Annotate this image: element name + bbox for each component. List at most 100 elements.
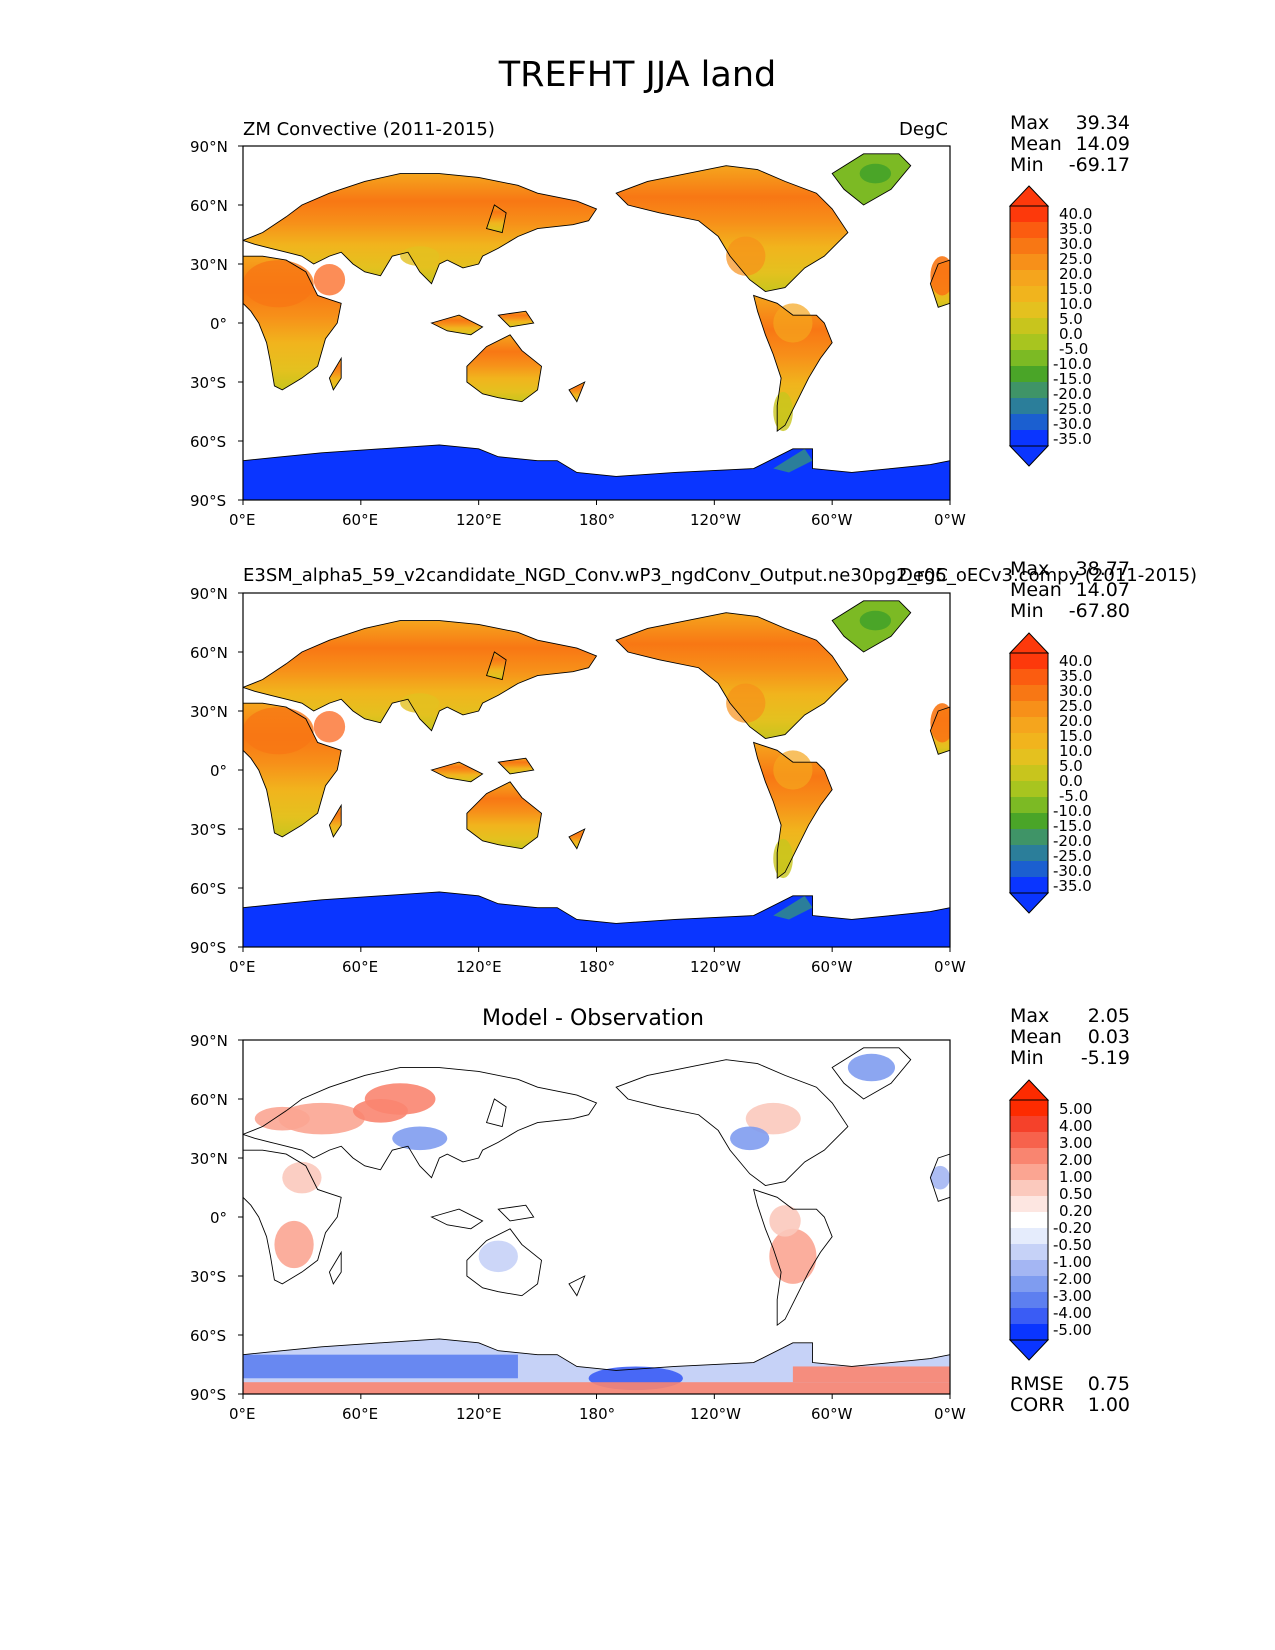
colorbar-label: -15.0	[1053, 817, 1092, 835]
stat-max-label: Max	[1010, 1005, 1050, 1027]
colorbar-segment	[1010, 1276, 1048, 1293]
colorbar-label: 40.0	[1059, 205, 1093, 223]
colorbar-label: -25.0	[1053, 400, 1092, 418]
panel-test: ZM Convective (2011-2015) DegC Max 39.34…	[0, 0, 1275, 540]
colorbar-segment	[1010, 286, 1048, 303]
ytick: 30°N	[190, 1150, 228, 1168]
anomaly-7	[730, 1126, 770, 1151]
colorbar-frame	[1009, 1099, 1049, 1341]
xtick: 0°W	[934, 958, 966, 976]
colorbar-label: -0.20	[1053, 1219, 1092, 1237]
anomaly-10	[769, 1205, 801, 1237]
xtick: 120°W	[690, 511, 741, 529]
colorbar-segment	[1010, 350, 1048, 367]
colorbar-segment	[1010, 877, 1048, 894]
stat-max-value: 2.05	[1087, 1005, 1130, 1027]
colorbar-label: 5.0	[1059, 310, 1083, 328]
figure-title: TREFHT JJA land	[498, 55, 777, 95]
colorbar-label: 10.0	[1059, 742, 1093, 760]
colorbar-2	[1008, 1079, 1050, 1361]
stat-min-value: -5.19	[1080, 1047, 1130, 1069]
colorbar-label: -5.00	[1053, 1321, 1092, 1339]
colorbar-segment	[1010, 430, 1048, 447]
colorbar-label: 5.0	[1059, 757, 1083, 775]
land-fill	[243, 1046, 950, 1394]
colorbar-label: -35.0	[1053, 430, 1092, 448]
colorbar-segment	[1010, 1196, 1048, 1213]
anomaly-3	[364, 1083, 436, 1115]
colorbar-segment	[1010, 302, 1048, 319]
map-panel-0	[238, 145, 1050, 505]
anomaly-6	[745, 1102, 801, 1135]
colorbar-segment	[1010, 781, 1048, 798]
colorbar-segment	[1010, 222, 1048, 239]
colorbar-label: 2.00	[1059, 1151, 1093, 1169]
colorbar-segment	[1010, 685, 1048, 702]
xtick: 60°W	[811, 511, 853, 529]
xtick: 120°E	[456, 511, 502, 529]
colorbar-label: 0.50	[1059, 1185, 1093, 1203]
cool-tibet	[400, 693, 440, 713]
ytick: 30°N	[190, 703, 228, 721]
ytick: 90°S	[190, 492, 227, 510]
colorbar-segment	[1010, 653, 1048, 670]
ytick: 0°	[210, 762, 228, 780]
colorbar-label: 4.00	[1059, 1117, 1093, 1135]
stat-max-label: Max	[1010, 558, 1050, 580]
colorbar-extend-bottom	[1008, 1339, 1050, 1361]
stat-max-label: Max	[1010, 112, 1050, 134]
xtick: 120°W	[690, 958, 741, 976]
stat-min-label: Min	[1010, 1047, 1044, 1069]
ytick: 90°S	[190, 939, 227, 957]
colorbar-segment	[1010, 1244, 1048, 1261]
colorbar-segment	[1010, 1132, 1048, 1149]
stat-min-value: -69.17	[1068, 154, 1130, 176]
colorbar-segment	[1010, 669, 1048, 686]
colorbar-label: 15.0	[1059, 727, 1093, 745]
xtick: 60°E	[342, 511, 379, 529]
colorbar-1	[1008, 632, 1050, 914]
colorbar-label: -30.0	[1053, 415, 1092, 433]
colorbar-segment	[1010, 1260, 1048, 1277]
ytick: 60°S	[190, 880, 227, 898]
colorbar-segment	[1010, 270, 1048, 287]
ytick: 60°N	[190, 644, 228, 662]
rmse-value: 0.75	[1087, 1373, 1130, 1395]
colorbar-label: 20.0	[1059, 712, 1093, 730]
anomaly-9	[769, 1228, 817, 1284]
panel-ref-subtitle-left: E3SM_alpha5_59_v2candidate_NGD_Conv.wP3_…	[243, 565, 1198, 586]
colorbar-label: 30.0	[1059, 235, 1093, 253]
xtick: 0°E	[229, 1405, 256, 1423]
corr-value: 1.00	[1087, 1394, 1130, 1416]
cool-andes	[773, 838, 793, 879]
colorbar-label: -5.0	[1059, 340, 1089, 358]
corr-label: CORR	[1010, 1394, 1065, 1416]
map-panel-1	[238, 592, 1050, 952]
warm-amazon	[773, 750, 813, 790]
panel-reference: E3SM_alpha5_59_v2candidate_NGD_Conv.wP3_…	[190, 558, 1198, 976]
colorbar-segment	[1010, 1324, 1048, 1341]
colorbar-label: -3.00	[1053, 1287, 1092, 1305]
anomaly-11	[274, 1220, 314, 1269]
ytick: 60°S	[190, 433, 227, 451]
colorbar-segment	[1010, 1212, 1048, 1229]
land-fill	[243, 599, 950, 947]
stat-mean-label: Mean	[1010, 133, 1062, 155]
stat-max-value: 38.77	[1075, 558, 1130, 580]
ytick: 90°N	[190, 138, 228, 156]
hot-arabia	[313, 264, 346, 296]
colorbar-label: -5.0	[1059, 787, 1089, 805]
panels-layer	[238, 145, 1050, 1399]
xtick: 120°W	[690, 1405, 741, 1423]
colorbar-segment	[1010, 861, 1048, 878]
antarctica-cold-band	[243, 1354, 518, 1379]
colorbar-label: -25.0	[1053, 847, 1092, 865]
colorbar-segment	[1010, 254, 1048, 271]
colorbar-label: -10.0	[1053, 802, 1092, 820]
xtick: 60°W	[811, 1405, 853, 1423]
ytick: 0°	[210, 315, 228, 333]
colorbar-segment	[1010, 733, 1048, 750]
map-panel-2	[238, 1039, 1050, 1399]
colorbar-label: 5.00	[1059, 1100, 1093, 1118]
colorbar-segment	[1010, 813, 1048, 830]
